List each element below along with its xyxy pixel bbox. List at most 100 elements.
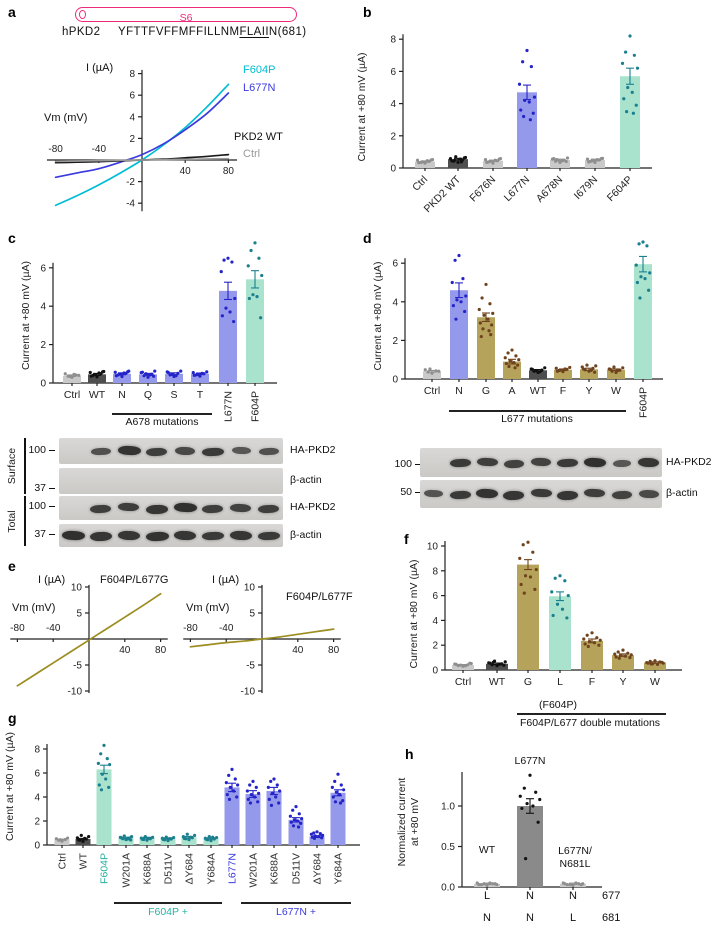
data-point [338,801,343,805]
data-point [489,159,493,163]
data-point [113,370,117,374]
data-point [417,161,421,165]
x-tick-label: Y684A [206,853,218,885]
data-point [574,881,578,885]
data-point [464,294,468,298]
data-point [482,882,486,886]
blot-strip [420,448,662,477]
h-residue-677-bar1: L [483,890,491,902]
data-point [193,833,197,837]
data-point [613,652,617,656]
data-point [247,296,251,301]
data-point [612,365,616,369]
data-point [521,543,525,547]
data-point [291,808,295,812]
data-point [462,156,466,160]
data-point [429,158,433,162]
x-tick-label: Q [144,389,152,401]
data-point [527,100,531,104]
y-tick-label: 5 [249,609,255,620]
data-point [196,372,200,377]
protein-band [117,530,141,540]
mw-marker: 100 [28,444,46,456]
protein-band [231,446,251,455]
x-tick-label: WT [78,852,90,869]
data-point [256,800,260,804]
x-tick-label: W [611,385,621,397]
data-point [593,370,597,374]
x-tick-label: A678N [534,174,565,205]
data-point [568,365,572,370]
data-point [631,111,635,115]
protein-band [89,531,113,542]
data-point [255,295,259,299]
b-y-axis-title: Current at +80 mV (µA) [356,52,368,162]
data-point [563,579,567,583]
data-point [236,783,240,787]
protein-band [258,504,280,514]
data-point [228,310,232,314]
legend-pkd2-wt: PKD2 WT [234,131,283,143]
data-point [550,590,554,594]
data-point [227,797,232,801]
data-point [96,761,100,765]
data-point [528,575,533,579]
data-point [300,817,304,821]
panel-d-label: d [363,230,372,246]
y-tick-label: 4 [432,616,438,627]
protein-band [259,448,279,456]
data-point [321,833,325,837]
protein-band [229,530,253,540]
mw-dash [49,534,55,536]
e2-voltage-axis-title: Vm (mV) [186,602,230,614]
x-tick-label: Ctrl [424,385,440,397]
data-point [516,363,520,367]
x-tick-label: WT [489,676,506,688]
protein-band [637,457,660,467]
y-tick-label: 6 [432,591,438,602]
data-point [248,783,252,787]
x-tick-label: Ctrl [410,174,430,194]
protein-band [146,447,168,457]
data-point [257,256,261,260]
data-point [479,882,483,887]
data-point [296,825,301,829]
data-point [592,641,597,645]
bar-G [477,317,495,379]
data-point [629,653,633,657]
data-point [333,800,338,804]
data-point [488,881,492,885]
chart-svg-d: 0 2 4 6 Ctrl N G A WT F Y W F604P [392,240,663,418]
data-point [291,824,296,828]
e2-title: F604P/L677F [286,591,353,603]
data-point [253,795,257,799]
data-point [339,783,343,787]
data-point [153,369,157,373]
data-point [571,883,575,887]
protein-band [201,531,225,542]
data-point [637,242,641,246]
x-tick-label: W [650,676,660,688]
x-tick-label: L [557,676,563,688]
data-point [189,835,193,839]
blot-strip [59,524,283,547]
data-point [528,118,532,122]
data-point [520,806,524,811]
bar-W201A [118,837,134,845]
y-tick-label: 6 [129,91,135,102]
protein-band [173,530,197,540]
x-tick-label: A [508,385,515,397]
data-point [309,832,313,836]
y-tick-label: 2 [432,641,438,652]
blot-row-label: β-actin [290,474,322,486]
blot-row-label: HA-PKD2 [290,444,336,456]
x-tick-label: L677N [227,853,239,884]
data-point [434,369,438,373]
data-point [488,302,492,306]
y-tick-label: 1.0 [441,802,455,813]
y-tick-label: -2 [126,177,135,188]
data-point [225,793,229,797]
y-tick-label: 5 [76,609,82,620]
data-point [565,616,569,620]
g-bracket-l677n [241,902,351,904]
